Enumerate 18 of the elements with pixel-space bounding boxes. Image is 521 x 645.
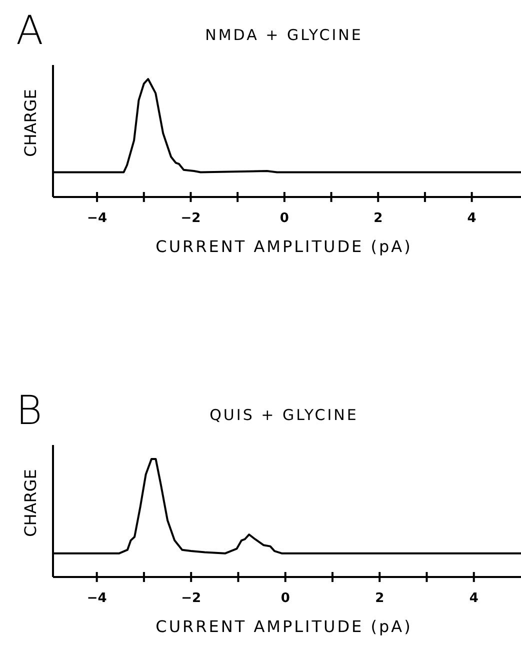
- y-axis-title: CHARGE: [21, 89, 40, 157]
- x-tick-label: 4: [467, 211, 476, 226]
- chart-title: NMDA + GLYCINE: [205, 26, 363, 44]
- x-tick-label: −2: [181, 591, 202, 606]
- x-tick-label: −4: [87, 211, 108, 226]
- x-axis-title: CURRENT AMPLITUDE (pA): [156, 617, 412, 636]
- x-tick-label: −2: [180, 211, 201, 226]
- x-tick-label: 0: [280, 211, 289, 226]
- text: A: [16, 8, 44, 54]
- text: B: [16, 388, 42, 434]
- x-tick-label: 2: [374, 211, 383, 226]
- x-tick-label: 0: [280, 591, 290, 606]
- x-tick-label: 2: [375, 591, 384, 606]
- x-tick-label: 4: [469, 591, 478, 606]
- x-axis-title: CURRENT AMPLITUDE (pA): [156, 237, 412, 256]
- x-tick-label: −4: [86, 591, 107, 606]
- y-axis-title: CHARGE: [21, 469, 40, 537]
- chart-title: QUIS + GLYCINE: [210, 406, 358, 424]
